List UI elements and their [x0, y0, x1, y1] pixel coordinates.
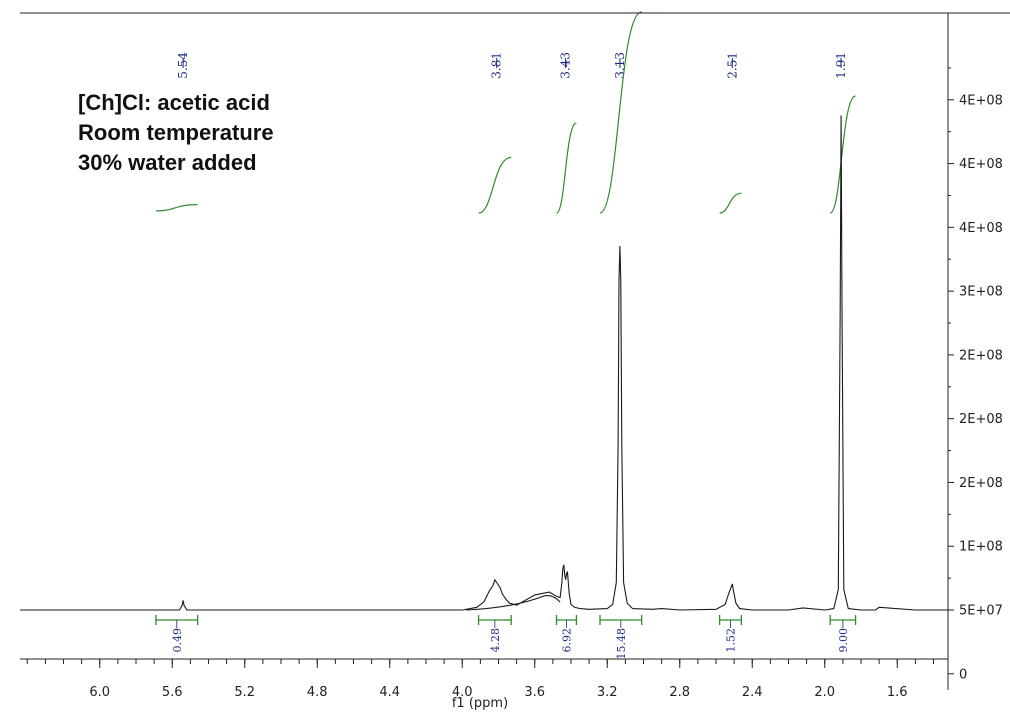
integral-label: 0.49: [171, 628, 184, 653]
integral-label: 15.48: [615, 628, 628, 660]
peak-label: 3.81: [490, 52, 504, 79]
peak-label: 2.51: [725, 52, 739, 79]
integral-label: 4.28: [489, 628, 502, 653]
integral-curve: [555, 122, 577, 214]
integral-curve: [155, 204, 198, 212]
integral-label: 9.00: [837, 628, 850, 653]
x-axis: 6.0 5.6 5.2 4.8 4.4 4.0 3.6 3.2 2.8 2.4 2.0 1.6: [20, 658, 948, 700]
x-axis-title: f1 (ppm): [452, 696, 508, 711]
spectrum-line: [20, 115, 948, 611]
x-tick-label: 5.2: [234, 685, 255, 700]
y-tick-label: 4E+08: [959, 157, 1003, 172]
x-tick-label: 5.6: [162, 685, 183, 700]
x-tick-label: 2.4: [742, 685, 763, 700]
annotation-temperature: Room temperature: [78, 120, 274, 145]
y-tick-label: 1E+08: [959, 540, 1003, 555]
y-axis: 4E+08 4E+08 4E+08 3E+08 2E+08 2E+08 2E+08 1E+08…: [20, 12, 1010, 690]
x-tick-label: 4.8: [307, 685, 328, 700]
y-tick-label: 3E+08: [959, 285, 1003, 300]
y-tick-label: 2E+08: [959, 476, 1003, 491]
x-tick-label: 2.0: [814, 685, 835, 700]
integral-curve: [478, 156, 512, 214]
x-tick-label: 4.4: [379, 685, 400, 700]
integral-curve: [829, 95, 856, 214]
x-tick-label: 4.0: [452, 685, 473, 700]
x-tick-label: 1.6: [887, 685, 908, 700]
x-tick-label: 2.8: [669, 685, 690, 700]
integral-curves: [155, 11, 856, 214]
peak-label: 1.91: [834, 52, 848, 79]
peak-label: 3.43: [559, 52, 573, 79]
integral-label: 1.52: [725, 628, 738, 653]
y-tick-label: 0: [959, 667, 967, 682]
integral-label: 6.92: [560, 628, 573, 653]
y-tick-label: 5E+07: [959, 604, 1003, 619]
y-tick-label: 2E+08: [959, 412, 1003, 427]
y-tick-label: 4E+08: [959, 93, 1003, 108]
peak-label: 5.54: [176, 52, 190, 79]
integral-curve: [599, 11, 642, 214]
y-tick-label: 2E+08: [959, 348, 1003, 363]
annotation-sample: [Ch]Cl: acetic acid: [78, 90, 270, 115]
annotation-water: 30% water added: [78, 150, 257, 175]
x-tick-label: 3.2: [597, 685, 618, 700]
x-tick-label: 6.0: [89, 685, 110, 700]
integral-curve: [719, 192, 742, 214]
spectrum: [20, 115, 948, 611]
integral-bars: 0.49 4.28 6.92 15.48 1.52 9.00: [155, 615, 857, 660]
x-tick-label: 3.6: [524, 685, 545, 700]
y-tick-label: 4E+08: [959, 221, 1003, 236]
water-hump: [465, 595, 561, 611]
